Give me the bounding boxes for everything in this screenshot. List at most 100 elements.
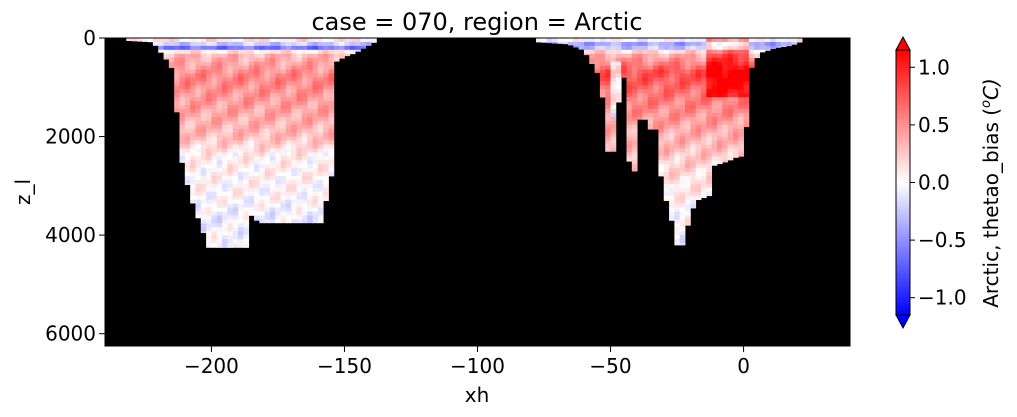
heatmap-cell xyxy=(626,160,633,162)
heatmap-cell xyxy=(206,85,212,90)
heatmap-cell xyxy=(179,156,186,161)
heatmap-cell xyxy=(360,38,367,43)
heatmap-cell xyxy=(647,49,654,55)
heatmap-cell xyxy=(296,49,303,55)
heatmap-cell xyxy=(211,144,218,149)
heatmap-cell xyxy=(222,239,228,244)
heatmap-cell xyxy=(179,49,186,55)
heatmap-cell xyxy=(610,148,617,152)
heatmap-cell xyxy=(238,73,244,78)
y-tick-label: 6000 xyxy=(45,322,96,346)
heatmap-cell xyxy=(280,89,287,94)
heatmap-cell xyxy=(211,105,218,110)
heatmap-cell xyxy=(291,179,297,185)
heatmap-cell xyxy=(722,57,729,63)
heatmap-cell xyxy=(626,77,633,82)
heatmap-cell xyxy=(264,128,271,134)
heatmap-cell xyxy=(184,136,191,141)
heatmap-cell xyxy=(690,85,697,90)
heatmap-cell xyxy=(695,112,702,118)
heatmap-cell xyxy=(748,41,755,47)
heatmap-cell xyxy=(195,97,202,102)
heatmap-cell xyxy=(663,136,670,141)
colorbar-tick-label: 1.0 xyxy=(918,55,950,79)
heatmap-cell xyxy=(184,156,191,161)
heatmap-cell xyxy=(200,199,207,204)
heatmap-cell xyxy=(222,49,228,55)
heatmap-cell xyxy=(243,199,250,204)
heatmap-cell xyxy=(323,112,329,118)
heatmap-cell xyxy=(195,211,202,216)
heatmap-cell xyxy=(748,65,755,68)
heatmap-cell xyxy=(269,160,276,165)
heatmap-cell xyxy=(216,219,223,224)
heatmap-cell xyxy=(658,168,665,173)
heatmap-cell xyxy=(296,175,303,181)
heatmap-cell xyxy=(280,195,287,201)
heatmap-cell xyxy=(222,179,228,185)
heatmap-cell xyxy=(275,199,282,204)
heatmap-cell xyxy=(301,144,308,149)
heatmap-cell xyxy=(642,41,649,47)
heatmap-cell xyxy=(222,219,228,224)
heatmap-cell xyxy=(179,41,186,47)
heatmap-cell xyxy=(685,57,691,63)
heatmap-cell xyxy=(658,164,665,169)
heatmap-cell xyxy=(328,108,335,114)
heatmap-cell xyxy=(269,136,276,141)
heatmap-cell xyxy=(195,105,202,110)
heatmap-cell xyxy=(663,112,670,118)
heatmap-cell xyxy=(222,65,228,70)
heatmap-cell xyxy=(243,187,250,193)
heatmap-cell xyxy=(605,57,611,63)
heatmap-cell xyxy=(610,53,617,59)
heatmap-cell xyxy=(328,85,335,90)
heatmap-cell xyxy=(163,41,170,47)
heatmap-cell xyxy=(275,211,282,216)
heatmap-cell xyxy=(690,97,697,102)
heatmap-cell xyxy=(605,41,611,47)
heatmap-cell xyxy=(190,132,196,137)
heatmap-cell xyxy=(685,41,691,47)
heatmap-cell xyxy=(599,41,606,47)
heatmap-cell xyxy=(690,45,697,51)
heatmap-cell xyxy=(695,97,702,102)
heatmap-cell xyxy=(626,148,633,153)
heatmap-cell xyxy=(259,77,266,82)
heatmap-cell xyxy=(605,49,611,55)
heatmap-cell xyxy=(285,41,292,47)
heatmap-cell xyxy=(264,187,271,193)
heatmap-cell xyxy=(243,219,250,224)
heatmap-cell xyxy=(317,81,324,86)
heatmap-cell xyxy=(642,112,649,118)
heatmap-cell xyxy=(732,69,739,74)
y-axis-label: z_l xyxy=(11,179,35,205)
heatmap-cell xyxy=(317,219,324,224)
heatmap-cell xyxy=(200,195,207,201)
heatmap-cell xyxy=(163,38,170,43)
heatmap-cell xyxy=(647,116,654,122)
heatmap-cell xyxy=(280,41,287,47)
heatmap-cell xyxy=(291,152,297,157)
heatmap-cell xyxy=(243,231,250,236)
heatmap-cell xyxy=(211,57,218,63)
heatmap-cell xyxy=(610,116,617,122)
heatmap-cell xyxy=(301,101,308,106)
heatmap-cell xyxy=(206,116,212,122)
heatmap-cell xyxy=(216,73,223,78)
heatmap-cell xyxy=(285,116,292,122)
heatmap-cell xyxy=(637,69,643,74)
heatmap-cell xyxy=(344,45,351,51)
heatmap-cell xyxy=(285,219,292,224)
heatmap-cell xyxy=(291,41,297,47)
heatmap-cell xyxy=(200,49,207,55)
heatmap-cell xyxy=(307,108,313,114)
heatmap-cell xyxy=(589,38,595,43)
heatmap-cell xyxy=(307,73,313,78)
heatmap-cell xyxy=(706,89,713,94)
heatmap-cell xyxy=(206,89,212,94)
heatmap-cell xyxy=(285,53,292,59)
heatmap-cell xyxy=(690,69,697,74)
heatmap-cell xyxy=(317,195,324,201)
heatmap-cell xyxy=(701,49,707,55)
